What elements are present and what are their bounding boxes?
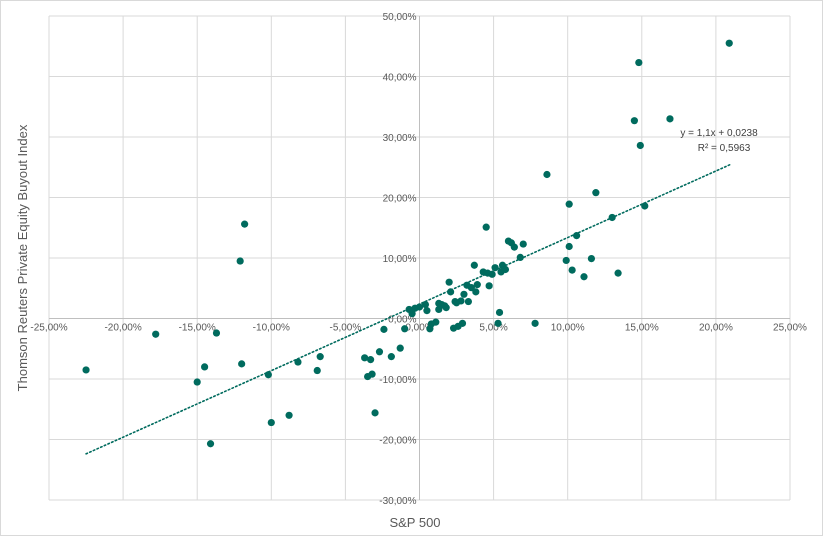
data-point <box>267 418 275 427</box>
data-point <box>371 409 379 417</box>
x-tick-label: -20,00% <box>104 323 141 334</box>
data-points <box>82 39 733 448</box>
data-point <box>375 348 384 356</box>
data-point <box>666 115 674 123</box>
data-point <box>494 319 502 327</box>
y-tick-label: 30,00% <box>383 133 417 144</box>
y-tick-label: 20,00% <box>383 194 417 205</box>
data-point <box>423 307 431 315</box>
data-point <box>473 281 481 289</box>
data-point <box>464 297 473 306</box>
data-point <box>543 170 551 179</box>
data-point <box>470 261 478 269</box>
y-tick-label: -30,00% <box>379 496 416 507</box>
trendline-r2: R² = 0,5963 <box>698 143 751 154</box>
x-tick-label: 0,00% <box>405 323 433 334</box>
y-tick-labels: -30,00% -20,00% -10,00% 0,00% 10,00% 20,00% 30… <box>379 12 416 507</box>
x-tick-label: -25,00% <box>30 323 67 334</box>
data-point <box>641 202 649 210</box>
data-point <box>82 366 90 374</box>
data-point <box>572 232 581 240</box>
y-tick-label: -10,00% <box>379 375 416 386</box>
data-point <box>491 264 499 272</box>
data-point <box>361 354 369 362</box>
data-point <box>495 308 504 317</box>
data-point <box>152 330 160 338</box>
data-point <box>472 288 480 296</box>
data-point <box>501 265 510 274</box>
data-point <box>442 304 450 312</box>
data-point <box>485 282 493 290</box>
data-point <box>368 370 376 378</box>
data-point <box>608 213 616 222</box>
data-point <box>488 270 496 278</box>
data-point <box>458 319 467 327</box>
x-tick-label: -10,00% <box>253 323 290 334</box>
data-point <box>460 290 468 298</box>
data-point <box>565 200 573 208</box>
data-point <box>587 255 596 263</box>
data-point <box>366 356 375 364</box>
data-point <box>206 440 215 448</box>
data-point <box>510 243 518 251</box>
data-point <box>592 189 600 197</box>
data-point <box>380 325 388 333</box>
data-point <box>241 220 249 228</box>
data-point <box>212 329 221 337</box>
data-point <box>725 39 733 47</box>
y-tick-label: -20,00% <box>379 436 416 447</box>
data-point <box>285 411 293 419</box>
data-point <box>635 58 643 67</box>
data-point <box>387 353 395 361</box>
data-point <box>636 141 644 150</box>
data-point <box>531 319 539 327</box>
y-tick-label: 0,00% <box>388 315 416 326</box>
data-point <box>201 363 209 371</box>
data-point <box>516 253 524 261</box>
data-point <box>445 278 453 286</box>
data-point <box>316 353 324 361</box>
data-point <box>294 358 302 366</box>
y-tick-label: 10,00% <box>383 254 417 265</box>
y-tick-label: 40,00% <box>383 73 417 84</box>
data-point <box>193 378 201 386</box>
data-point <box>482 223 490 231</box>
x-tick-label: 25,00% <box>773 323 807 334</box>
axes <box>49 16 790 500</box>
data-point <box>236 257 244 265</box>
data-point <box>415 303 424 311</box>
x-tick-label: -5,00% <box>330 323 362 334</box>
data-point <box>562 256 570 265</box>
data-point <box>568 266 576 274</box>
x-axis-title: S&P 500 <box>389 515 440 530</box>
data-point <box>408 310 416 318</box>
x-tick-label: 5,00% <box>479 323 507 334</box>
data-point <box>401 325 409 333</box>
x-tick-label: -15,00% <box>179 323 216 334</box>
data-point <box>421 300 430 309</box>
y-axis-title: Thomson Reuters Private Equity Buyout In… <box>15 124 30 391</box>
trendline-equation: y = 1,1x + 0,0238 <box>680 128 758 139</box>
data-point <box>238 360 246 368</box>
data-point <box>396 344 404 352</box>
data-point <box>313 366 321 375</box>
y-tick-label: 50,00% <box>383 12 417 23</box>
x-tick-labels: -25,00% -20,00% -15,00% -10,00% -5,00% 0,00% 5… <box>30 323 807 334</box>
data-point <box>565 242 573 251</box>
data-point <box>614 269 622 277</box>
data-point <box>447 288 455 296</box>
data-point <box>630 117 638 125</box>
data-point <box>519 240 527 248</box>
data-point <box>432 318 440 326</box>
x-tick-label: 10,00% <box>551 323 585 334</box>
x-tick-label: 15,00% <box>625 323 659 334</box>
data-point <box>264 371 272 379</box>
data-point <box>457 297 465 305</box>
x-tick-label: 20,00% <box>699 323 733 334</box>
data-point <box>580 273 588 281</box>
